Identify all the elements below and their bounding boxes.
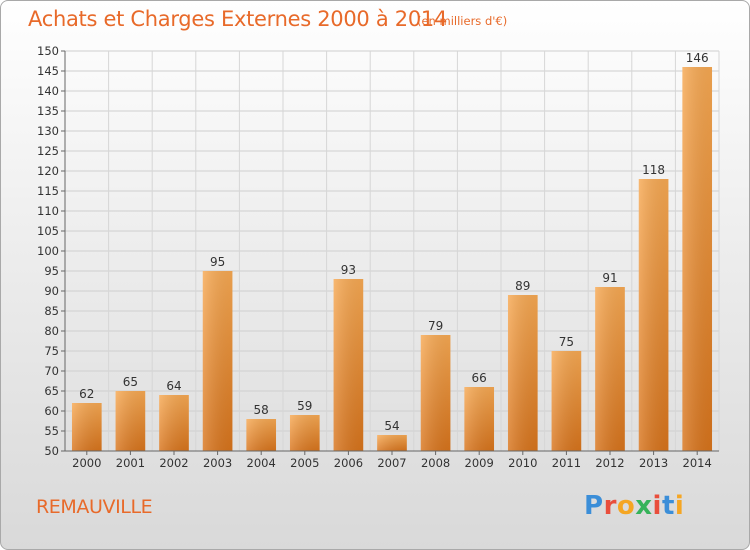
y-tick-label: 85: [44, 304, 59, 318]
bar-sheen: [289, 415, 320, 451]
y-tick-label: 140: [37, 84, 59, 98]
logo-letter: r: [603, 491, 617, 521]
bar-sheen: [420, 335, 451, 451]
bar-sheen: [159, 395, 189, 451]
bar-value-label: 95: [210, 255, 225, 269]
x-tick-label: 2001: [116, 456, 145, 470]
x-tick-label: 2008: [421, 456, 450, 470]
y-tick-label: 120: [37, 164, 59, 178]
bar-value-label: 118: [642, 163, 665, 177]
y-tick-label: 110: [37, 204, 59, 218]
bar-sheen: [246, 419, 277, 451]
logo-letter: P: [584, 491, 604, 521]
bar-value-label: 146: [686, 51, 709, 65]
bar-sheen: [595, 287, 625, 451]
bar-sheen: [71, 403, 102, 451]
chart-unit: (en milliers d'€): [417, 14, 508, 28]
bar-value-label: 54: [384, 419, 399, 433]
bar-value-label: 62: [79, 387, 94, 401]
x-tick-label: 2010: [508, 456, 537, 470]
x-tick-label: 2005: [290, 456, 319, 470]
y-tick-label: 125: [37, 144, 59, 158]
y-tick-label: 80: [44, 324, 59, 338]
y-tick-label: 145: [37, 64, 59, 78]
bar-sheen: [377, 435, 407, 451]
y-tick-label: 95: [44, 264, 59, 278]
x-tick-label: 2012: [595, 456, 624, 470]
x-tick-label: 2014: [683, 456, 712, 470]
bar-sheen: [551, 351, 582, 451]
logo-letter: t: [661, 491, 675, 521]
bar-value-label: 65: [123, 375, 138, 389]
bar-value-label: 75: [559, 335, 574, 349]
y-tick-label: 90: [44, 284, 59, 298]
x-tick-label: 2000: [72, 456, 101, 470]
y-tick-label: 100: [37, 244, 59, 258]
y-tick-label: 135: [37, 104, 59, 118]
x-tick-label: 2013: [639, 456, 668, 470]
bar-sheen: [464, 387, 495, 451]
bar-sheen: [202, 271, 233, 451]
logo-letter: o: [616, 491, 636, 521]
x-tick-label: 2011: [552, 456, 581, 470]
y-tick-label: 130: [37, 124, 59, 138]
bar-value-label: 59: [297, 399, 312, 413]
bar-value-label: 91: [602, 271, 617, 285]
y-tick-label: 150: [37, 44, 59, 58]
logo-letter: x: [635, 491, 653, 521]
bar-value-label: 89: [515, 279, 530, 293]
bar-sheen: [333, 279, 364, 451]
y-tick-label: 70: [44, 364, 59, 378]
proxiti-logo[interactable]: Proxiti: [584, 491, 684, 521]
y-tick-label: 60: [44, 404, 59, 418]
y-tick-label: 55: [44, 424, 59, 438]
y-tick-label: 115: [37, 184, 59, 198]
logo-letter: i: [652, 491, 662, 521]
y-tick-label: 50: [44, 444, 59, 458]
bar-sheen: [507, 295, 538, 451]
bar-value-label: 58: [254, 403, 269, 417]
bar-value-label: 64: [166, 379, 181, 393]
x-tick-label: 2007: [377, 456, 406, 470]
y-tick-label: 65: [44, 384, 59, 398]
x-tick-label: 2004: [247, 456, 276, 470]
bar-value-label: 66: [472, 371, 487, 385]
town-name: REMAUVILLE: [36, 496, 153, 518]
bar-sheen: [682, 67, 713, 451]
bar-sheen: [115, 391, 146, 451]
x-tick-label: 2003: [203, 456, 232, 470]
y-tick-label: 105: [37, 224, 59, 238]
x-tick-label: 2006: [334, 456, 363, 470]
bar-value-label: 79: [428, 319, 443, 333]
logo-letter: i: [674, 491, 685, 521]
y-tick-label: 75: [44, 344, 59, 358]
chart-title: Achats et Charges Externes 2000 à 2014: [28, 7, 448, 31]
x-tick-label: 2009: [465, 456, 494, 470]
bar-sheen: [638, 179, 669, 451]
x-tick-label: 2002: [159, 456, 188, 470]
bar-value-label: 93: [341, 263, 356, 277]
